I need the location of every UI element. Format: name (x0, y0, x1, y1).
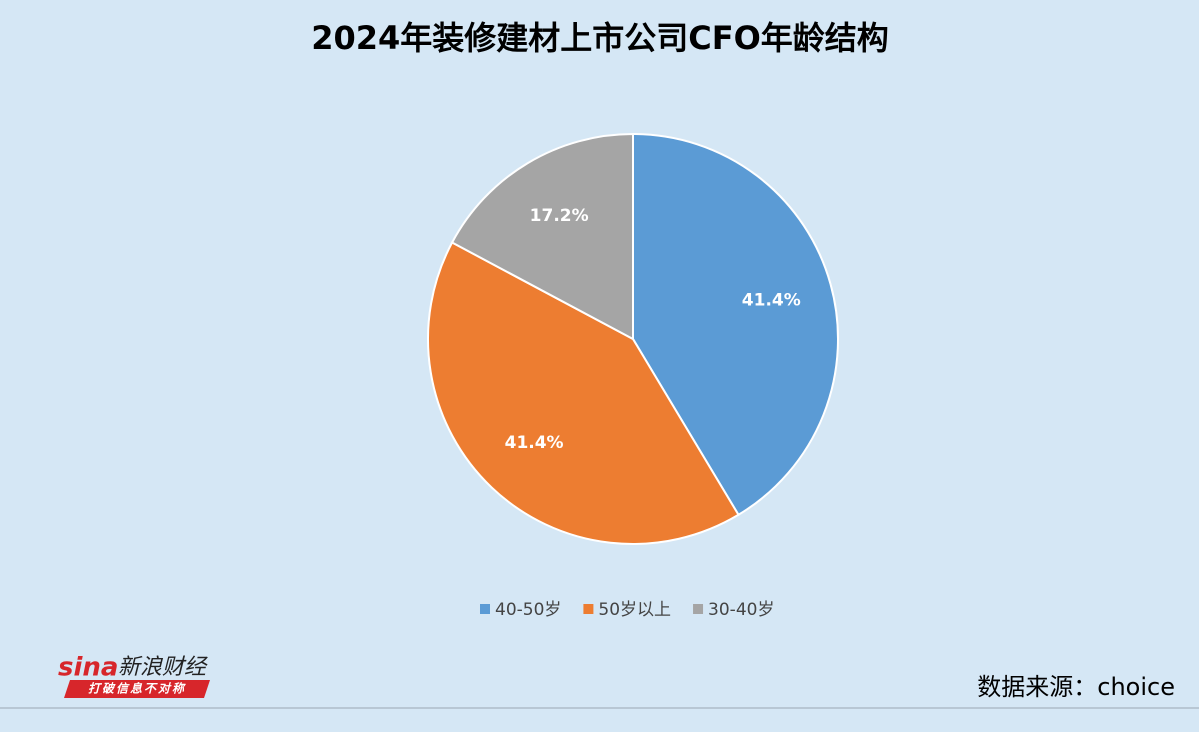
legend-label: 40-50岁 (495, 600, 561, 620)
pie-slice (427, 241, 740, 545)
legend-swatch (480, 604, 490, 614)
pie-slice (450, 132, 634, 341)
legend-label: 30-40岁 (708, 600, 774, 620)
legend-label: 50岁以上 (598, 600, 671, 620)
logo-brand: sina (58, 653, 118, 683)
data-label: 41.4% (742, 291, 801, 311)
legend: 40-50岁 50岁以上 30-40岁 (480, 600, 774, 620)
pie-slice (632, 132, 839, 517)
data-label: 41.4% (505, 433, 564, 453)
source-note: 数据来源：choice (977, 673, 1175, 701)
chart-title: 2024年装修建材上市公司CFO年龄结构 (311, 19, 889, 57)
logo-banner (64, 680, 210, 698)
logo-name: 新浪财经 (118, 655, 208, 680)
pie: 41.4% 41.4% 17.2% (427, 132, 839, 545)
data-label: 17.2% (530, 206, 589, 226)
logo-slogan: 打破信息不对称 (88, 682, 186, 696)
legend-swatch (693, 604, 704, 614)
legend-swatch (583, 604, 594, 614)
